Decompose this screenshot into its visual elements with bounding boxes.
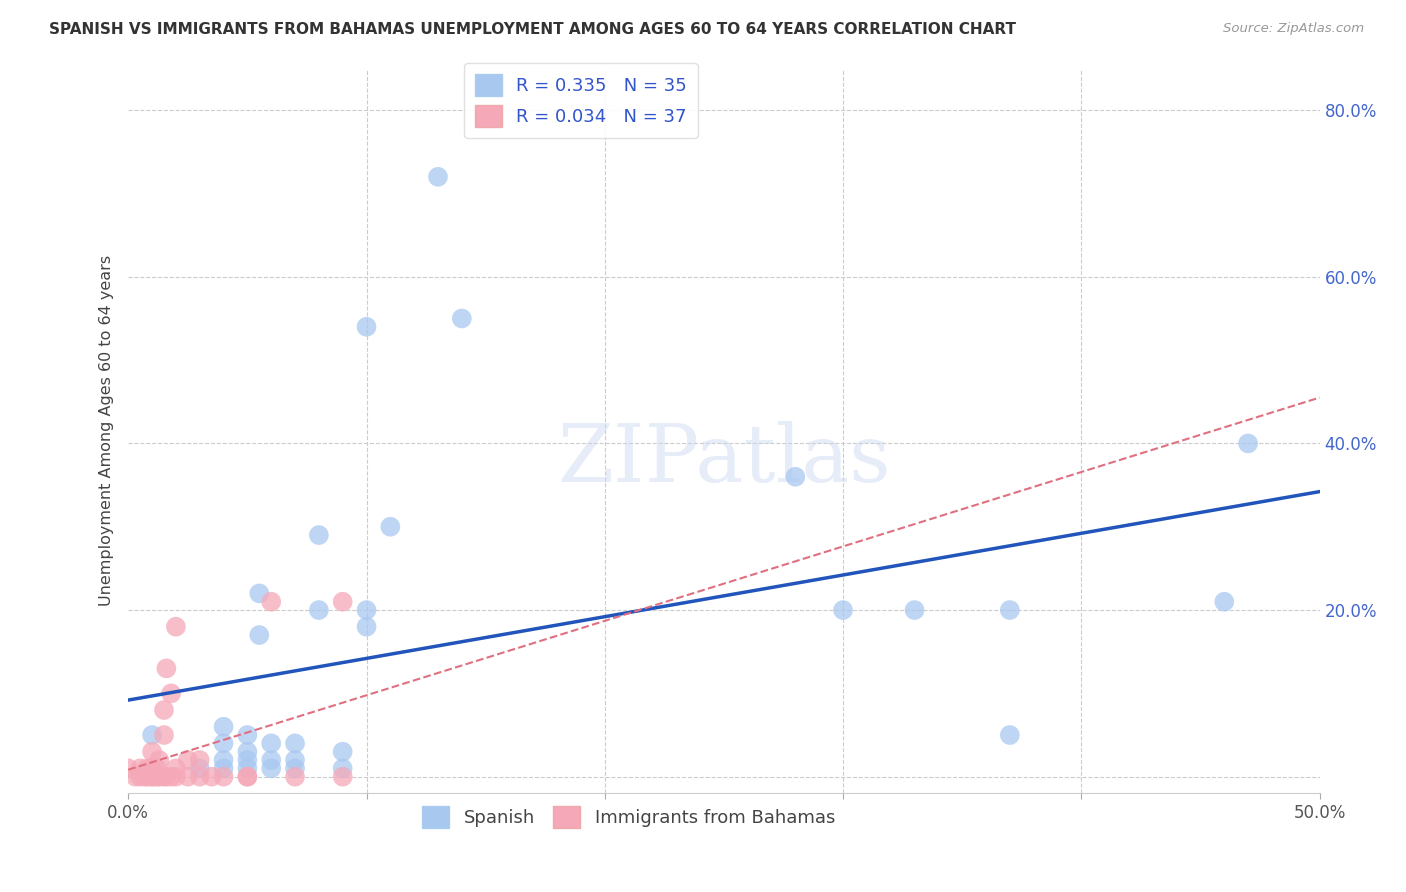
Point xyxy=(141,745,163,759)
Point xyxy=(332,770,354,784)
Point xyxy=(998,603,1021,617)
Point xyxy=(212,720,235,734)
Point xyxy=(177,753,200,767)
Point xyxy=(124,770,146,784)
Point xyxy=(177,770,200,784)
Point xyxy=(284,761,307,775)
Point xyxy=(141,761,163,775)
Point xyxy=(236,745,259,759)
Point xyxy=(141,728,163,742)
Text: SPANISH VS IMMIGRANTS FROM BAHAMAS UNEMPLOYMENT AMONG AGES 60 TO 64 YEARS CORREL: SPANISH VS IMMIGRANTS FROM BAHAMAS UNEMP… xyxy=(49,22,1017,37)
Point xyxy=(148,753,170,767)
Point xyxy=(155,661,177,675)
Point xyxy=(1213,595,1236,609)
Point xyxy=(188,761,211,775)
Point xyxy=(356,603,378,617)
Point xyxy=(284,736,307,750)
Point xyxy=(165,761,187,775)
Point xyxy=(134,770,156,784)
Point xyxy=(141,770,163,784)
Point xyxy=(903,603,925,617)
Point xyxy=(129,761,152,775)
Point xyxy=(236,753,259,767)
Point xyxy=(153,703,176,717)
Point xyxy=(785,469,807,483)
Point xyxy=(146,761,169,775)
Point xyxy=(136,770,159,784)
Point xyxy=(155,770,177,784)
Point xyxy=(188,770,211,784)
Y-axis label: Unemployment Among Ages 60 to 64 years: Unemployment Among Ages 60 to 64 years xyxy=(100,255,114,607)
Point xyxy=(832,603,855,617)
Point xyxy=(236,770,259,784)
Point xyxy=(998,728,1021,742)
Point xyxy=(332,595,354,609)
Point xyxy=(260,761,283,775)
Point xyxy=(236,770,259,784)
Point xyxy=(148,770,170,784)
Point xyxy=(136,761,159,775)
Point xyxy=(284,770,307,784)
Point xyxy=(1237,436,1260,450)
Point xyxy=(247,586,270,600)
Point xyxy=(165,620,187,634)
Point xyxy=(117,761,139,775)
Point xyxy=(165,770,187,784)
Legend: Spanish, Immigrants from Bahamas: Spanish, Immigrants from Bahamas xyxy=(415,798,842,835)
Point xyxy=(356,319,378,334)
Point xyxy=(153,728,176,742)
Point xyxy=(427,169,450,184)
Point xyxy=(308,528,330,542)
Point xyxy=(153,770,176,784)
Text: Source: ZipAtlas.com: Source: ZipAtlas.com xyxy=(1223,22,1364,36)
Point xyxy=(129,770,152,784)
Point xyxy=(380,520,402,534)
Point xyxy=(236,728,259,742)
Point xyxy=(212,770,235,784)
Point xyxy=(141,770,163,784)
Point xyxy=(212,736,235,750)
Point xyxy=(308,603,330,617)
Point xyxy=(284,753,307,767)
Point xyxy=(260,753,283,767)
Point xyxy=(356,620,378,634)
Point xyxy=(450,311,472,326)
Point xyxy=(188,753,211,767)
Point xyxy=(332,761,354,775)
Point xyxy=(247,628,270,642)
Point xyxy=(160,686,183,700)
Point xyxy=(236,761,259,775)
Point xyxy=(260,595,283,609)
Point xyxy=(201,770,224,784)
Point xyxy=(212,761,235,775)
Text: ZIPatlas: ZIPatlas xyxy=(557,421,890,499)
Point xyxy=(332,745,354,759)
Point xyxy=(146,770,169,784)
Point xyxy=(160,770,183,784)
Point xyxy=(260,736,283,750)
Point xyxy=(212,753,235,767)
